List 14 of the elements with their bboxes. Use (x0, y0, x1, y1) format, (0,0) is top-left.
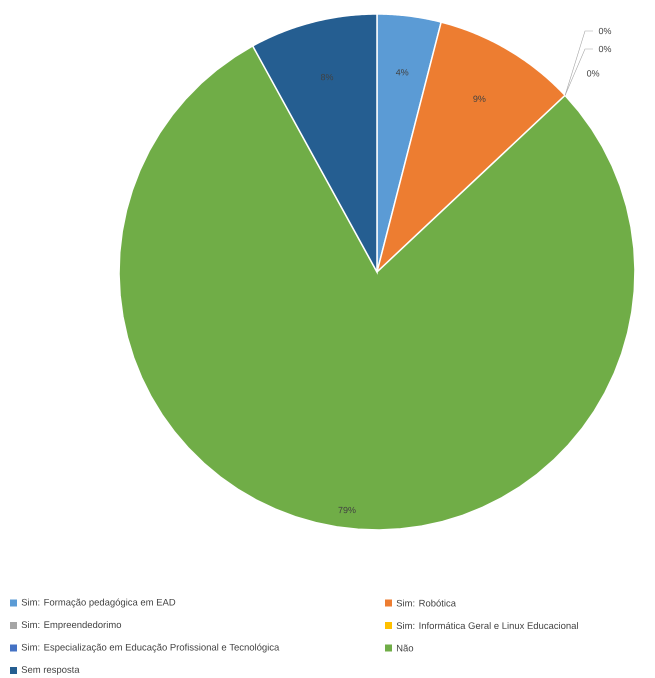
legend-label: Sim: Especialização em Educação Profissional e Tecnológica (22, 644, 280, 652)
text: 0% (598, 28, 612, 34)
text: 0% (598, 46, 612, 52)
legend-label: Sim: Empreendedorimo (22, 621, 122, 630)
legend-label: Sim: Robótica (396, 599, 456, 607)
data-label: 4% (396, 69, 408, 76)
legend-label: Sim: Formação pedagógica em EAD (22, 598, 176, 608)
legend-label: Não (396, 644, 414, 652)
data-label: 79% (338, 506, 356, 514)
data-label: 9% (473, 96, 486, 102)
data-label: 8% (320, 74, 334, 80)
text: 0% (586, 70, 600, 77)
legend-label: Sem resposta (22, 666, 80, 675)
legend-label: Sim: Informática Geral e Linux Educacional (396, 622, 578, 630)
